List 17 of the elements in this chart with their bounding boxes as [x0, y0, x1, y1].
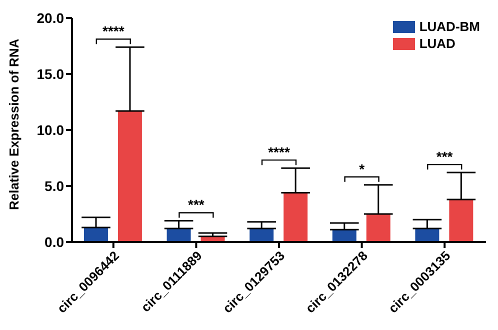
bar — [449, 199, 474, 242]
y-axis-title: Relative Expression of RNA — [6, 38, 22, 210]
annotation: **** — [102, 23, 125, 40]
y-tick-label: 20.0 — [36, 10, 64, 26]
y-tick-label: 0.0 — [44, 234, 64, 250]
legend-label: LUAD — [419, 35, 456, 52]
annotation: * — [359, 160, 366, 177]
bar — [118, 110, 142, 242]
bar — [284, 192, 308, 242]
legend-label: LUAD-BM — [419, 18, 480, 35]
y-tick-label: 5.0 — [44, 178, 64, 194]
annotation: *** — [436, 148, 454, 165]
annotation: **** — [268, 144, 290, 160]
annotation: *** — [188, 196, 205, 213]
bar — [366, 214, 390, 242]
y-tick-label: 10.0 — [36, 122, 64, 138]
y-tick-label: 15.0 — [36, 66, 64, 82]
